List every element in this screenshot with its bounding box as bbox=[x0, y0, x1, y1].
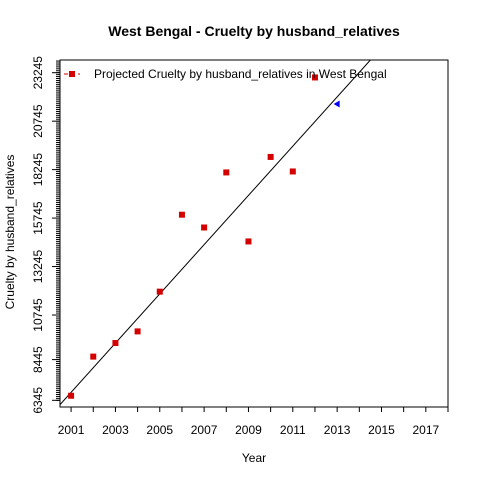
y-tick-label: 20745 bbox=[31, 104, 45, 138]
x-tick-label: 2015 bbox=[368, 423, 395, 437]
y-tick-label: 8445 bbox=[31, 346, 45, 373]
chart-title: West Bengal - Cruelty by husband_relativ… bbox=[108, 23, 400, 39]
x-tick-label: 2003 bbox=[102, 423, 129, 437]
data-point bbox=[223, 169, 230, 176]
legend-label: Projected Cruelty by husband_relatives i… bbox=[94, 67, 387, 81]
x-tick-label: 2011 bbox=[280, 423, 306, 437]
y-axis-label: Cruelty by husband_relatives bbox=[3, 155, 17, 310]
y-tick-label: 10745 bbox=[31, 298, 45, 332]
x-tick-label: 2013 bbox=[324, 423, 351, 437]
x-tick-label: 2005 bbox=[146, 423, 173, 437]
y-tick-label: 13245 bbox=[31, 250, 45, 284]
data-point bbox=[289, 168, 296, 175]
projected-point bbox=[333, 100, 340, 108]
x-tick-label: 2017 bbox=[412, 423, 439, 437]
x-tick-label: 2009 bbox=[235, 423, 262, 437]
x-axis-label: Year bbox=[242, 451, 266, 465]
data-point bbox=[156, 288, 163, 295]
data-point bbox=[267, 153, 274, 160]
data-point bbox=[178, 211, 185, 218]
trend-line bbox=[60, 60, 371, 406]
y-tick-label: 18245 bbox=[31, 153, 45, 187]
y-tick-label: 6345 bbox=[31, 387, 45, 414]
data-point bbox=[245, 238, 252, 245]
data-point bbox=[90, 353, 97, 360]
data-point bbox=[311, 74, 318, 81]
data-point bbox=[201, 224, 208, 231]
data-point bbox=[134, 328, 141, 335]
y-tick-label: 23245 bbox=[31, 56, 45, 90]
y-tick-label: 15745 bbox=[31, 201, 45, 235]
data-point bbox=[112, 340, 119, 347]
plot-layer: 6345 8445 10745 13245 15745 18245 20745 23245 20… bbox=[31, 56, 449, 437]
data-point bbox=[68, 392, 75, 399]
x-tick-label: 2001 bbox=[58, 423, 85, 437]
legend-marker bbox=[69, 71, 75, 77]
x-tick-label: 2007 bbox=[191, 423, 218, 437]
